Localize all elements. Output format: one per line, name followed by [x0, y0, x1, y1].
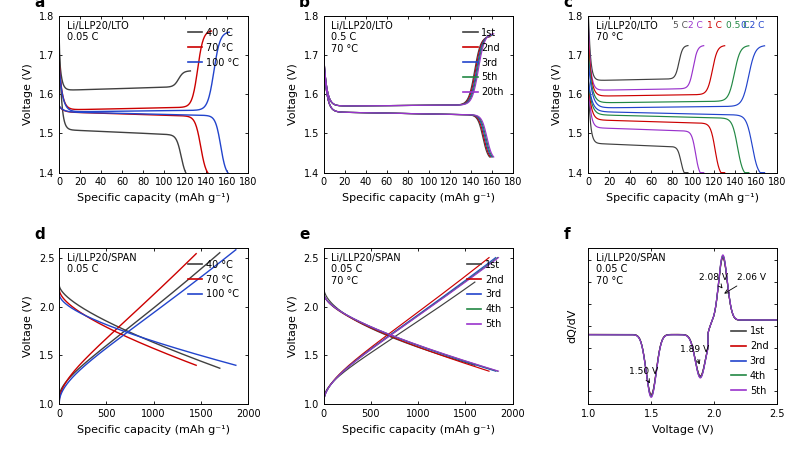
Text: 2 C: 2 C [688, 21, 703, 30]
Text: 2.06 V: 2.06 V [725, 273, 766, 293]
Text: Li/LLP20/SPAN
0.05 C
70 °C: Li/LLP20/SPAN 0.05 C 70 °C [596, 253, 665, 286]
X-axis label: Specific capacity (mAh g⁻¹): Specific capacity (mAh g⁻¹) [342, 425, 495, 435]
Legend: 1st, 2nd, 3rd, 5th, 20th: 1st, 2nd, 3rd, 5th, 20th [459, 24, 508, 101]
Text: e: e [299, 227, 309, 242]
X-axis label: Specific capacity (mAh g⁻¹): Specific capacity (mAh g⁻¹) [606, 193, 759, 203]
Text: d: d [35, 227, 45, 242]
Y-axis label: dQ/dV: dQ/dV [568, 309, 578, 343]
Text: 2.08 V: 2.08 V [699, 273, 728, 288]
Text: 5 C: 5 C [673, 21, 688, 30]
Text: Li/LLP20/LTO
0.05 C: Li/LLP20/LTO 0.05 C [67, 21, 129, 43]
Text: Li/LLP20/LTO
0.5 C
70 °C: Li/LLP20/LTO 0.5 C 70 °C [331, 21, 393, 54]
Y-axis label: Voltage (V): Voltage (V) [552, 64, 563, 125]
Text: 1.50 V: 1.50 V [629, 367, 658, 383]
Text: Li/LLP20/LTO
70 °C: Li/LLP20/LTO 70 °C [596, 21, 657, 43]
Text: Li/LLP20/SPAN
0.05 C
70 °C: Li/LLP20/SPAN 0.05 C 70 °C [331, 253, 401, 286]
X-axis label: Specific capacity (mAh g⁻¹): Specific capacity (mAh g⁻¹) [77, 425, 230, 435]
Y-axis label: Voltage (V): Voltage (V) [288, 64, 298, 125]
Y-axis label: Voltage (V): Voltage (V) [24, 64, 33, 125]
Text: Li/LLP20/SPAN
0.05 C: Li/LLP20/SPAN 0.05 C [67, 253, 136, 274]
Text: f: f [563, 227, 570, 242]
Legend: 40 °C, 70 °C, 100 °C: 40 °C, 70 °C, 100 °C [184, 256, 243, 303]
Text: 0.2 C: 0.2 C [742, 21, 765, 30]
X-axis label: Specific capacity (mAh g⁻¹): Specific capacity (mAh g⁻¹) [77, 193, 230, 203]
Legend: 40 °C, 70 °C, 100 °C: 40 °C, 70 °C, 100 °C [184, 24, 243, 71]
Y-axis label: Voltage (V): Voltage (V) [288, 295, 297, 357]
Y-axis label: Voltage (V): Voltage (V) [23, 295, 33, 357]
Text: c: c [563, 0, 573, 10]
X-axis label: Specific capacity (mAh g⁻¹): Specific capacity (mAh g⁻¹) [342, 193, 495, 203]
Legend: 1st, 2nd, 3rd, 4th, 5th: 1st, 2nd, 3rd, 4th, 5th [463, 256, 508, 333]
Text: b: b [299, 0, 310, 10]
X-axis label: Voltage (V): Voltage (V) [652, 425, 713, 435]
Text: 0.5 C: 0.5 C [726, 21, 749, 30]
Text: a: a [35, 0, 45, 10]
Text: 1.89 V: 1.89 V [680, 345, 709, 364]
Text: 1 C: 1 C [707, 21, 722, 30]
Legend: 1st, 2nd, 3rd, 4th, 5th: 1st, 2nd, 3rd, 4th, 5th [727, 322, 772, 399]
